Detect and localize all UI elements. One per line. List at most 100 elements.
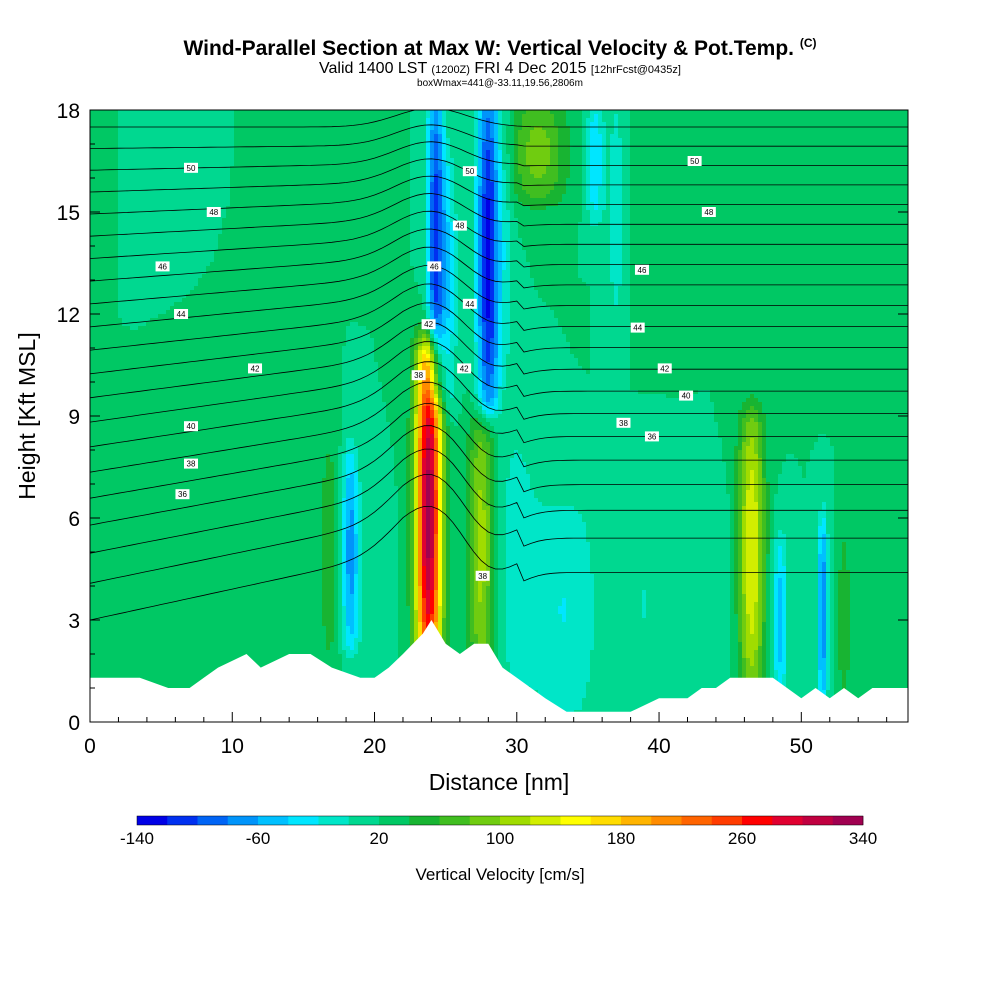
velocity-cell <box>118 230 123 235</box>
velocity-cell <box>194 414 199 419</box>
velocity-cell <box>142 126 147 131</box>
velocity-cell <box>166 470 171 475</box>
velocity-cell <box>190 442 195 447</box>
velocity-cell <box>150 146 155 151</box>
velocity-cell <box>94 438 99 443</box>
velocity-cell <box>162 342 167 347</box>
velocity-cell <box>146 166 151 171</box>
velocity-cell <box>166 586 171 591</box>
velocity-cell <box>190 610 195 615</box>
velocity-cell <box>94 610 99 615</box>
velocity-cell <box>118 510 123 515</box>
velocity-cell <box>146 394 151 399</box>
velocity-cell <box>194 558 199 563</box>
velocity-cell <box>182 514 187 519</box>
velocity-cell <box>162 614 167 619</box>
velocity-cell <box>182 214 187 219</box>
velocity-cell <box>130 550 135 555</box>
velocity-cell <box>162 302 167 307</box>
velocity-cell <box>102 582 107 587</box>
velocity-cell <box>138 454 143 459</box>
velocity-cell <box>194 226 199 231</box>
velocity-cell <box>186 370 191 375</box>
velocity-cell <box>134 658 139 663</box>
velocity-cell <box>162 598 167 603</box>
velocity-cell <box>158 662 163 667</box>
velocity-cell <box>150 530 155 535</box>
velocity-cell <box>162 514 167 519</box>
velocity-cell <box>110 630 115 635</box>
velocity-cell <box>102 334 107 339</box>
velocity-cell <box>146 590 151 595</box>
velocity-cell <box>162 374 167 379</box>
velocity-cell <box>150 474 155 479</box>
velocity-cell <box>146 402 151 407</box>
velocity-cell <box>218 222 223 227</box>
velocity-cell <box>106 474 111 479</box>
velocity-cell <box>94 346 99 351</box>
velocity-cell <box>118 430 123 435</box>
velocity-cell <box>162 670 167 675</box>
velocity-cell <box>174 542 179 547</box>
velocity-cell <box>154 578 159 583</box>
velocity-cell <box>170 222 175 227</box>
velocity-cell <box>170 678 175 683</box>
velocity-cell <box>106 266 111 271</box>
velocity-cell <box>114 238 119 243</box>
velocity-cell <box>94 626 99 631</box>
velocity-cell <box>98 322 103 327</box>
velocity-cell <box>162 430 167 435</box>
velocity-cell <box>134 410 139 415</box>
velocity-cell <box>102 186 107 191</box>
velocity-cell <box>150 138 155 143</box>
velocity-cell <box>118 406 123 411</box>
velocity-cell <box>170 490 175 495</box>
velocity-cell <box>194 394 199 399</box>
velocity-cell <box>198 566 203 571</box>
velocity-cell <box>114 386 119 391</box>
velocity-cell <box>170 562 175 567</box>
velocity-cell <box>202 574 207 579</box>
velocity-cell <box>174 482 179 487</box>
velocity-cell <box>110 362 115 367</box>
velocity-cell <box>210 378 215 383</box>
velocity-cell <box>198 218 203 223</box>
velocity-cell <box>218 434 223 439</box>
velocity-cell <box>98 506 103 511</box>
velocity-cell <box>142 454 147 459</box>
velocity-cell <box>102 590 107 595</box>
velocity-cell <box>162 618 167 623</box>
velocity-cell <box>98 298 103 303</box>
velocity-cell <box>178 158 183 163</box>
velocity-cell <box>98 578 103 583</box>
velocity-cell <box>94 342 99 347</box>
velocity-cell <box>134 254 139 259</box>
velocity-cell <box>90 138 95 143</box>
velocity-cell <box>90 646 95 651</box>
velocity-cell <box>210 486 215 491</box>
velocity-cell <box>158 378 163 383</box>
velocity-cell <box>162 450 167 455</box>
velocity-cell <box>166 578 171 583</box>
velocity-cell <box>130 174 135 179</box>
velocity-cell <box>126 402 131 407</box>
velocity-cell <box>142 110 147 115</box>
velocity-cell <box>102 602 107 607</box>
velocity-cell <box>114 358 119 363</box>
velocity-cell <box>118 466 123 471</box>
velocity-cell <box>174 438 179 443</box>
velocity-cell <box>106 350 111 355</box>
velocity-cell <box>214 638 219 643</box>
velocity-cell <box>198 110 203 115</box>
velocity-cell <box>178 366 183 371</box>
velocity-cell <box>166 442 171 447</box>
velocity-cell <box>202 158 207 163</box>
velocity-cell <box>118 206 123 211</box>
velocity-cell <box>138 618 143 623</box>
velocity-cell <box>130 358 135 363</box>
velocity-cell <box>198 178 203 183</box>
velocity-cell <box>210 522 215 527</box>
velocity-cell <box>126 614 131 619</box>
velocity-cell <box>170 518 175 523</box>
velocity-cell <box>94 526 99 531</box>
